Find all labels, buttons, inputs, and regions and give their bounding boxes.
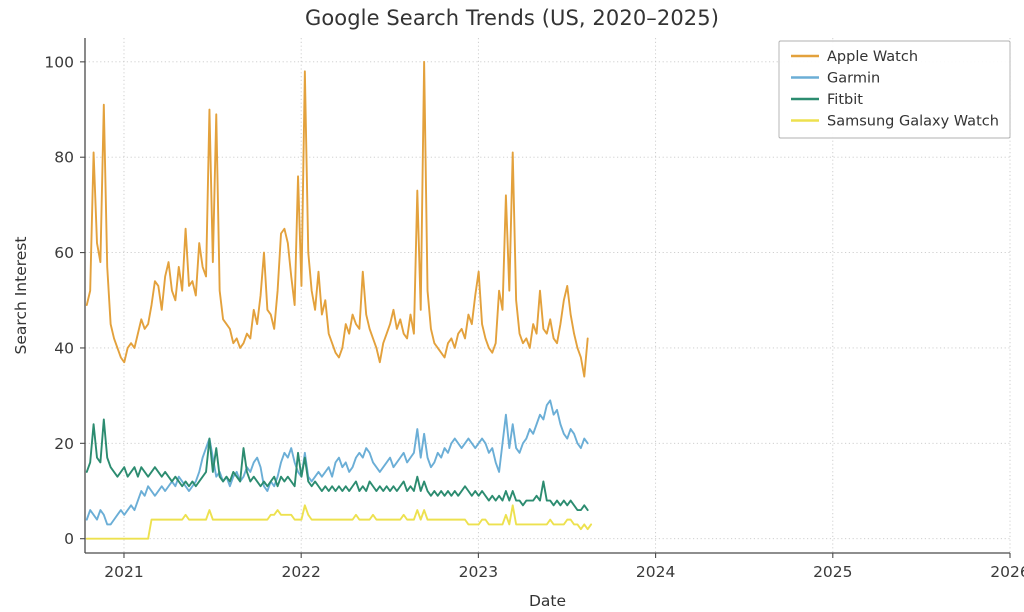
- x-tick-label: 2022: [281, 563, 320, 581]
- x-axis-title: Date: [529, 592, 566, 610]
- y-tick-label: 20: [54, 435, 74, 453]
- y-tick-label: 0: [64, 530, 74, 548]
- legend-label-garmin[interactable]: Garmin: [827, 71, 880, 87]
- y-tick-label: 40: [54, 339, 74, 357]
- series-line-fitbit: [85, 418, 589, 512]
- x-tick-label: 2021: [104, 563, 143, 581]
- axis-spines: [84, 38, 1010, 554]
- series-line-apple-watch: [85, 60, 589, 378]
- chart-title: Google Search Trends (US, 2020–2025): [304, 6, 720, 30]
- x-tick-label: 2024: [636, 563, 675, 581]
- legend-label-apple-watch[interactable]: Apple Watch: [827, 49, 918, 65]
- legend-label-samsung-galaxy-watch[interactable]: Samsung Galaxy Watch: [827, 114, 999, 130]
- legend-label-fitbit[interactable]: Fitbit: [827, 92, 863, 108]
- legend-background: [778, 40, 1011, 139]
- y-tick-label: 80: [54, 149, 74, 167]
- y-axis-title: Search Interest: [12, 237, 30, 355]
- axis-ticks: 0 20 40 60 80 100 2021 2022 2023 2024 2025 2026: [44, 53, 1024, 581]
- data-series-group: [85, 60, 593, 540]
- axis-titles: Date Search Interest: [12, 237, 566, 610]
- x-tick-label: 2023: [459, 563, 498, 581]
- chart-legend[interactable]: Apple Watch Garmin Fitbit Samsung Galaxy Wa…: [778, 40, 1011, 139]
- x-tick-label: 2026: [990, 563, 1024, 581]
- y-tick-label: 60: [54, 244, 74, 262]
- x-tick-label: 2025: [813, 563, 852, 581]
- y-tick-label: 100: [44, 53, 74, 71]
- series-line-samsung-galaxy-watch: [85, 504, 593, 540]
- series-line-garmin: [85, 399, 589, 526]
